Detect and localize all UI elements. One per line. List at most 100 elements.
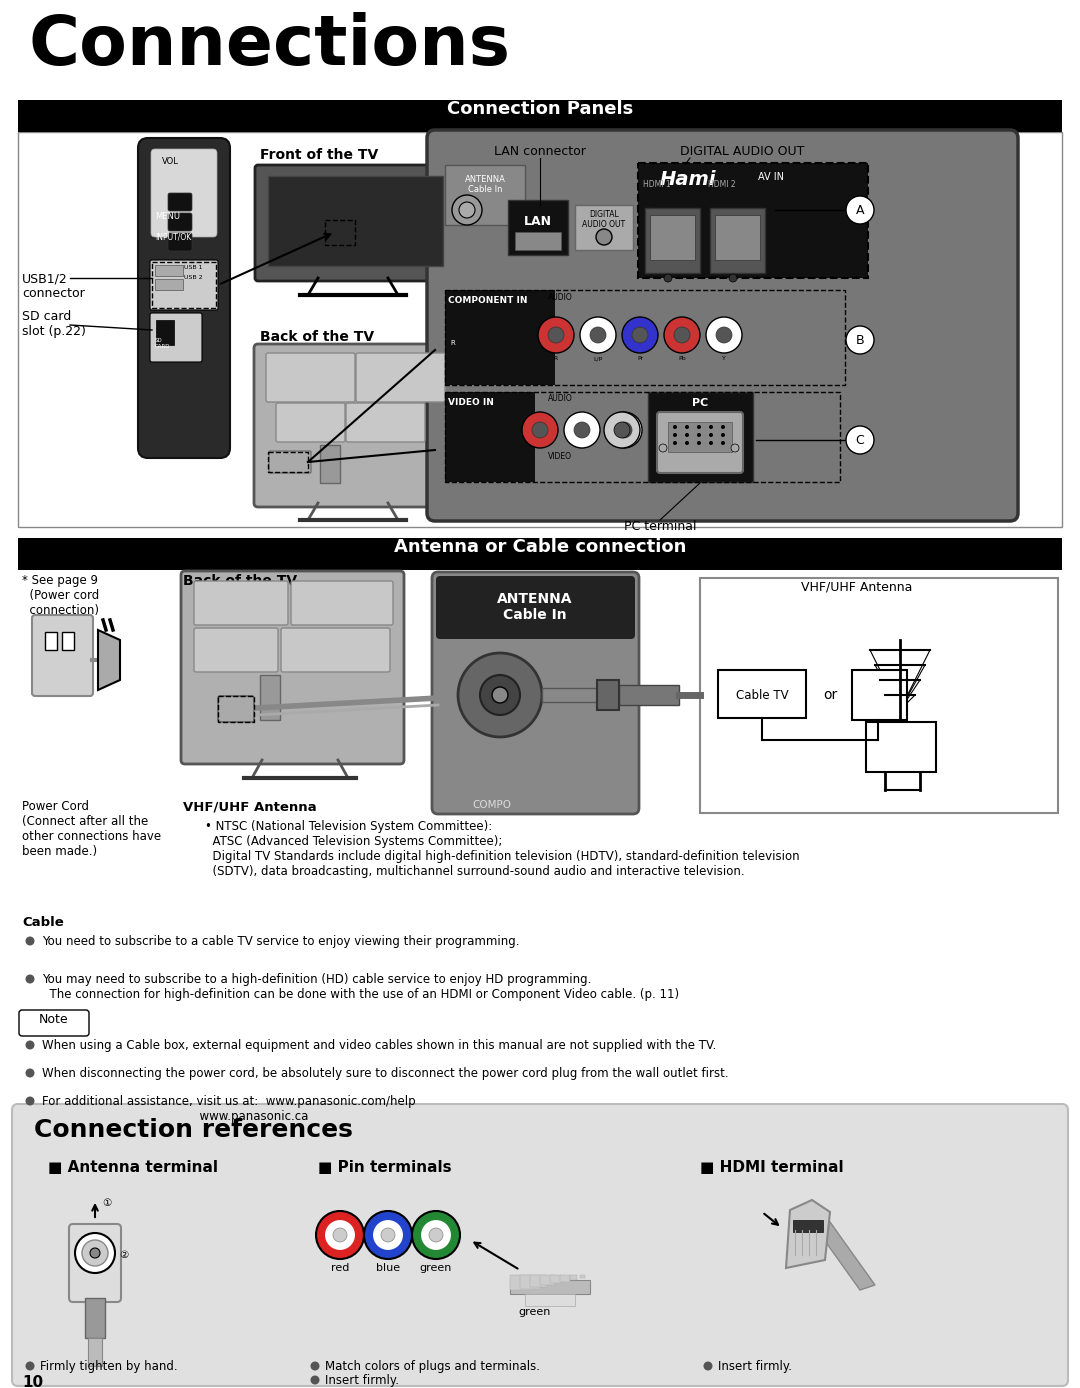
Circle shape [311,1376,320,1384]
FancyBboxPatch shape [12,1103,1068,1387]
Bar [268,452,308,472]
Text: Pb: Pb [678,355,686,361]
Text: Antenna or Cable connection: Antenna or Cable connection [394,539,686,557]
FancyBboxPatch shape [168,212,192,230]
Circle shape [429,1228,443,1242]
Circle shape [26,1069,35,1077]
Bar [152,262,216,308]
Circle shape [538,316,573,353]
Circle shape [685,433,689,437]
Text: Pr: Pr [637,355,643,361]
Text: Firmly tighten by hand.: Firmly tighten by hand. [40,1360,177,1373]
Text: AUDIO: AUDIO [548,394,572,403]
Text: VIDEO IN: VIDEO IN [448,398,494,407]
Circle shape [26,1362,35,1370]
Text: HDMI 1: HDMI 1 [643,180,671,189]
Text: Insert firmly.: Insert firmly. [718,1360,792,1373]
FancyBboxPatch shape [281,627,390,672]
Text: DIGITAL AUDIO OUT: DIGITAL AUDIO OUT [680,144,805,158]
Bar [45,632,57,650]
Circle shape [420,1219,453,1251]
Text: Connection Panels: Connection Panels [447,100,633,118]
Bar [718,670,806,718]
Text: Connections: Connections [28,12,510,79]
Circle shape [411,1210,460,1259]
FancyBboxPatch shape [168,193,192,211]
Circle shape [716,328,732,343]
Text: HDMI 2: HDMI 2 [708,180,735,189]
Text: B: B [855,333,864,347]
FancyBboxPatch shape [276,403,345,441]
Circle shape [674,328,690,343]
Bar [325,221,355,246]
Text: R: R [450,340,455,346]
Text: ANTENNA
Cable In: ANTENNA Cable In [464,175,505,194]
Circle shape [372,1219,404,1251]
Bar [540,1276,554,1285]
Text: green: green [420,1263,453,1273]
Text: SD
CARD: SD CARD [156,339,171,348]
Text: Insert firmly.: Insert firmly. [325,1374,399,1387]
Bar [580,1276,584,1278]
Circle shape [459,203,475,218]
Bar [156,265,183,276]
Bar [156,279,183,290]
Bar [519,1276,540,1288]
Circle shape [580,316,616,353]
FancyBboxPatch shape [254,344,457,507]
Bar [18,132,1062,527]
Text: R: R [554,355,558,361]
Bar [445,290,845,384]
FancyBboxPatch shape [218,695,254,722]
Text: SD card
slot (p.22): SD card slot (p.22) [22,310,86,339]
Circle shape [606,412,642,448]
Bar [320,446,340,483]
Circle shape [492,687,508,702]
Text: USB 2: USB 2 [184,275,203,280]
Bar [793,1220,823,1233]
Text: Note: Note [39,1013,69,1026]
Circle shape [26,1041,35,1049]
Text: PC: PC [692,398,708,408]
Circle shape [632,328,648,343]
Circle shape [673,425,677,429]
Bar [866,722,936,772]
Text: DIGITAL
AUDIO OUT: DIGITAL AUDIO OUT [582,210,625,229]
Bar [640,165,755,205]
Circle shape [381,1228,395,1242]
Text: Cable TV: Cable TV [735,688,788,701]
Bar [648,391,753,482]
Text: USB1/2
connector: USB1/2 connector [22,272,84,300]
Text: VOL: VOL [162,157,179,167]
FancyBboxPatch shape [69,1224,121,1302]
FancyBboxPatch shape [356,353,445,403]
FancyBboxPatch shape [432,572,639,813]
FancyBboxPatch shape [346,403,426,441]
Circle shape [721,441,725,446]
Polygon shape [810,1214,875,1289]
Text: Connection references: Connection references [33,1117,353,1142]
Circle shape [846,326,874,354]
Bar [645,208,700,273]
Bar [550,1276,562,1284]
Bar [619,686,679,705]
Text: or: or [823,688,837,702]
Text: ■ Antenna terminal: ■ Antenna terminal [48,1160,218,1176]
Circle shape [659,444,667,452]
Circle shape [706,316,742,353]
Circle shape [26,1097,35,1105]
Circle shape [532,422,548,439]
Circle shape [708,425,713,429]
Bar [597,680,619,711]
Bar [268,176,443,266]
Circle shape [673,433,677,437]
Bar [445,391,840,482]
FancyBboxPatch shape [255,165,456,280]
Text: Back of the TV: Back of the TV [183,575,297,589]
Bar [18,100,1062,132]
Bar [700,577,1058,813]
Circle shape [26,974,35,984]
FancyBboxPatch shape [138,137,230,458]
Text: Power Cord
(Connect after all the
other connections have
been made.): Power Cord (Connect after all the other … [22,799,161,858]
Text: COMPO: COMPO [472,799,511,811]
